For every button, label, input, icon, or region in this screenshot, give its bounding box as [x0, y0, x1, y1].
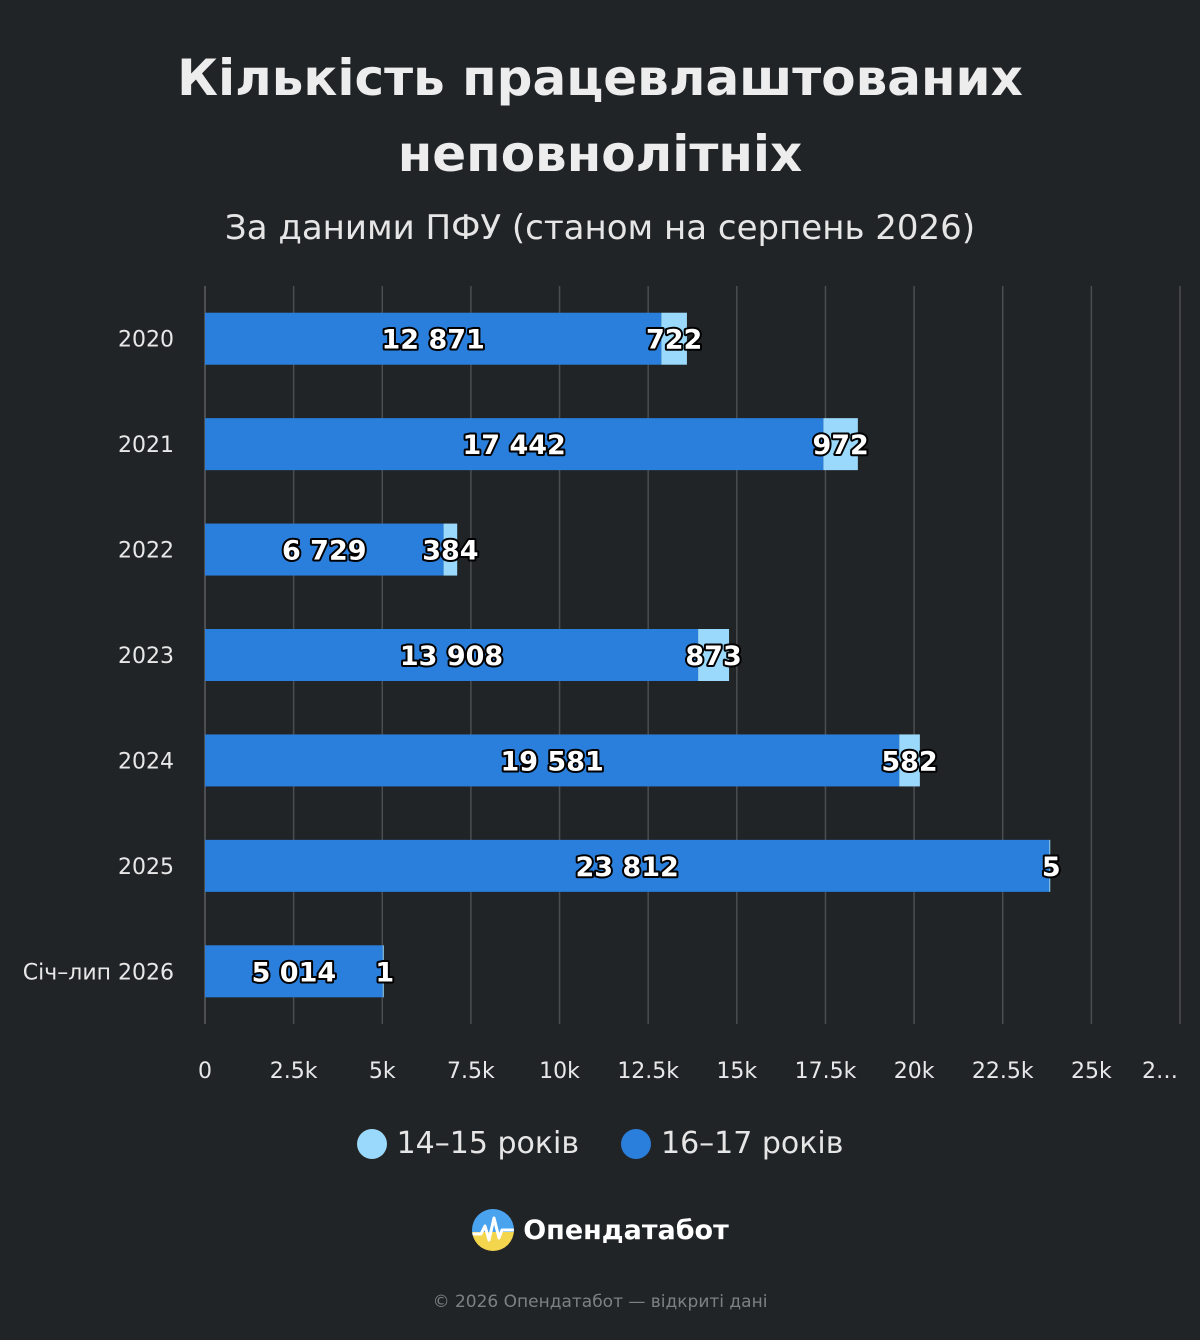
- category-label: 2021: [118, 433, 174, 458]
- category-label: 2024: [118, 749, 174, 774]
- data-label-16-17: 5 014: [252, 957, 337, 988]
- legend-label-14-15: 14–15 років: [396, 1126, 579, 1161]
- x-tick-label: 7.5k: [447, 1059, 495, 1084]
- category-label: 2025: [118, 855, 174, 880]
- legend-item-14-15[interactable]: 14–15 років: [356, 1126, 579, 1161]
- legend-label-16-17: 16–17 років: [661, 1126, 844, 1161]
- bar-14-15: [443, 523, 458, 576]
- category-label: 2022: [118, 539, 174, 564]
- chart-subtitle: За даними ПФУ (станом на серпень 2026): [224, 208, 976, 248]
- x-tick-label: 10k: [539, 1059, 580, 1084]
- bar-14-15: [823, 418, 858, 471]
- x-tick-label: 17.5k: [795, 1059, 857, 1084]
- legend-item-16-17[interactable]: 16–17 років: [621, 1126, 843, 1161]
- data-label-14-15: 384: [422, 536, 478, 567]
- bar-16-17: [205, 418, 824, 471]
- data-label-14-15: 582: [881, 746, 937, 777]
- data-label-16-17: 17 442: [463, 430, 566, 461]
- data-label-16-17: 12 871: [381, 325, 484, 356]
- bar-16-17: [205, 312, 662, 365]
- category-label: Січ–лип 2026: [23, 960, 174, 985]
- bar-16-17: [205, 629, 699, 681]
- chart-title-line-2: неповнолітніх: [397, 125, 803, 183]
- x-tick-label: 2…: [1142, 1059, 1178, 1084]
- chart-title-line-1: Кількість працевлаштованих: [177, 49, 1023, 107]
- brand: Опендатабот: [0, 1208, 1200, 1252]
- footer-text: © 2026 Опендатабот — відкриті дані: [432, 1292, 768, 1312]
- bar-14-15: [1049, 839, 1051, 892]
- chart-title: Кількість працевлаштованих неповнолітніх: [0, 40, 1200, 192]
- x-tick-label: 25k: [1071, 1059, 1112, 1084]
- x-tick-label: 15k: [716, 1059, 757, 1084]
- x-tick-label: 20k: [894, 1059, 935, 1084]
- x-tick-label: 0: [198, 1059, 212, 1084]
- x-tick-label: 2.5k: [270, 1059, 318, 1084]
- x-tick-label: 5k: [369, 1059, 396, 1084]
- data-label-14-15: 1: [375, 957, 394, 988]
- opendatabot-logo-icon: [472, 1209, 515, 1251]
- bar-14-15: [661, 312, 687, 365]
- bar-14-15: [899, 734, 920, 787]
- data-label-14-15: 873: [685, 641, 741, 672]
- bar-16-17: [205, 523, 444, 576]
- legend-swatch-14-15: [356, 1128, 387, 1159]
- data-label-14-15: 722: [646, 325, 702, 356]
- bar-14-15: [382, 945, 384, 998]
- legend-swatch-16-17: [621, 1128, 651, 1159]
- data-label-16-17: 6 729: [282, 536, 367, 567]
- brand-name: Опендатабот: [523, 1214, 729, 1246]
- data-label-14-15: 5: [1042, 852, 1061, 883]
- data-label-16-17: 23 812: [575, 852, 678, 883]
- data-label-16-17: 13 908: [400, 641, 503, 672]
- x-tick-label: 22.5k: [972, 1059, 1034, 1084]
- bar-14-15: [698, 629, 730, 681]
- category-label: 2023: [118, 644, 174, 669]
- bar-16-17: [205, 734, 900, 787]
- bar-16-17: [205, 839, 1050, 892]
- x-tick-label: 12.5k: [617, 1059, 679, 1084]
- bar-chart: 0 2.5k 5k 7.5k 10k 12.5k 15k 17.5k 20k 22.5k 25k 2……: [23, 286, 1181, 1084]
- category-label: 2020: [118, 328, 174, 353]
- chart-legend: 14–15 років 16–17 років: [0, 1126, 1200, 1161]
- data-label-14-15: 972: [812, 430, 868, 461]
- data-label-16-17: 19 581: [500, 746, 603, 777]
- bar-16-17: [205, 945, 383, 998]
